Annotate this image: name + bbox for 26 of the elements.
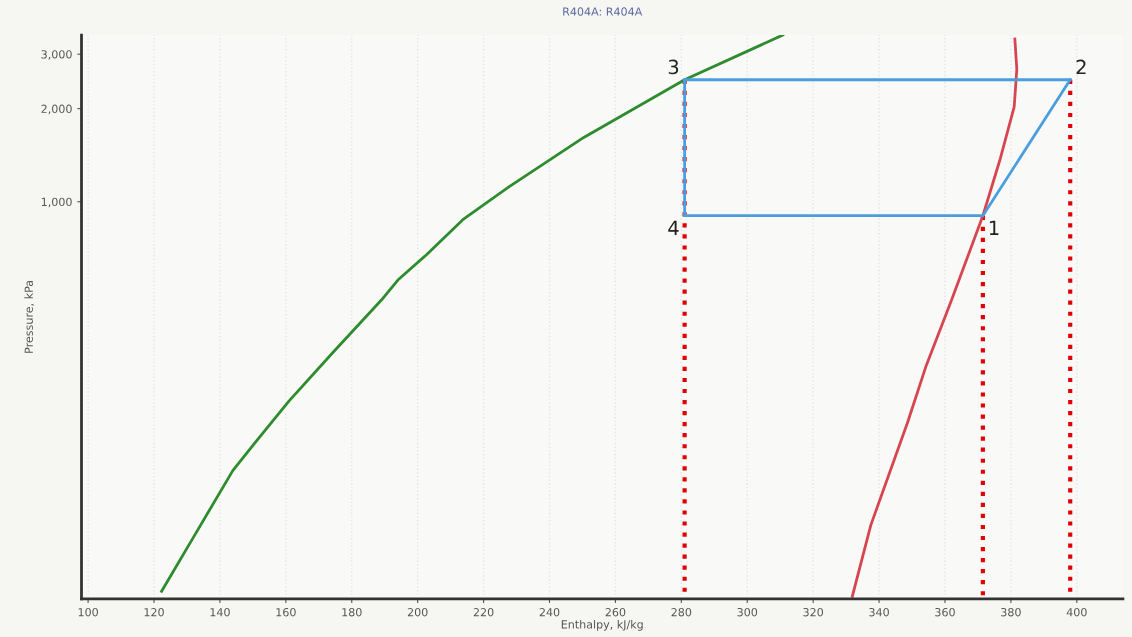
x-tick-label: 100 [78,608,98,617]
x-tick-label: 340 [869,608,889,617]
y-axis-title: Pressure, kPa [24,280,35,353]
x-tick-label: 380 [1001,608,1021,617]
x-tick-label: 280 [671,608,692,617]
x-tick-label: 240 [539,608,560,617]
annotation: 4 [668,220,679,235]
x-tick-label: 320 [803,608,824,617]
x-tick-label: 260 [605,608,626,617]
y-tick-label: 2,000 [41,104,72,115]
x-tick-label: 200 [407,608,428,617]
chart-title: R404A: R404A [563,7,643,16]
y-tick-label: 3,000 [41,50,72,60]
x-tick-label: 120 [144,608,164,617]
x-axis-title: Enthalpy, kJ/kg [561,619,643,631]
x-tick-label: 160 [276,608,296,617]
annotation: 1 [989,220,999,235]
annotation: 3 [668,59,679,75]
x-tick-label: 180 [342,608,362,617]
x-tick-label: 140 [210,608,230,617]
x-tick-label: 360 [935,608,955,617]
x-tick-label: 220 [473,608,494,617]
annotation: 2 [1076,59,1086,75]
y-tick-label: 1,000 [41,197,72,208]
x-tick-label: 300 [737,608,758,617]
x-tick-label: 400 [1066,608,1087,617]
